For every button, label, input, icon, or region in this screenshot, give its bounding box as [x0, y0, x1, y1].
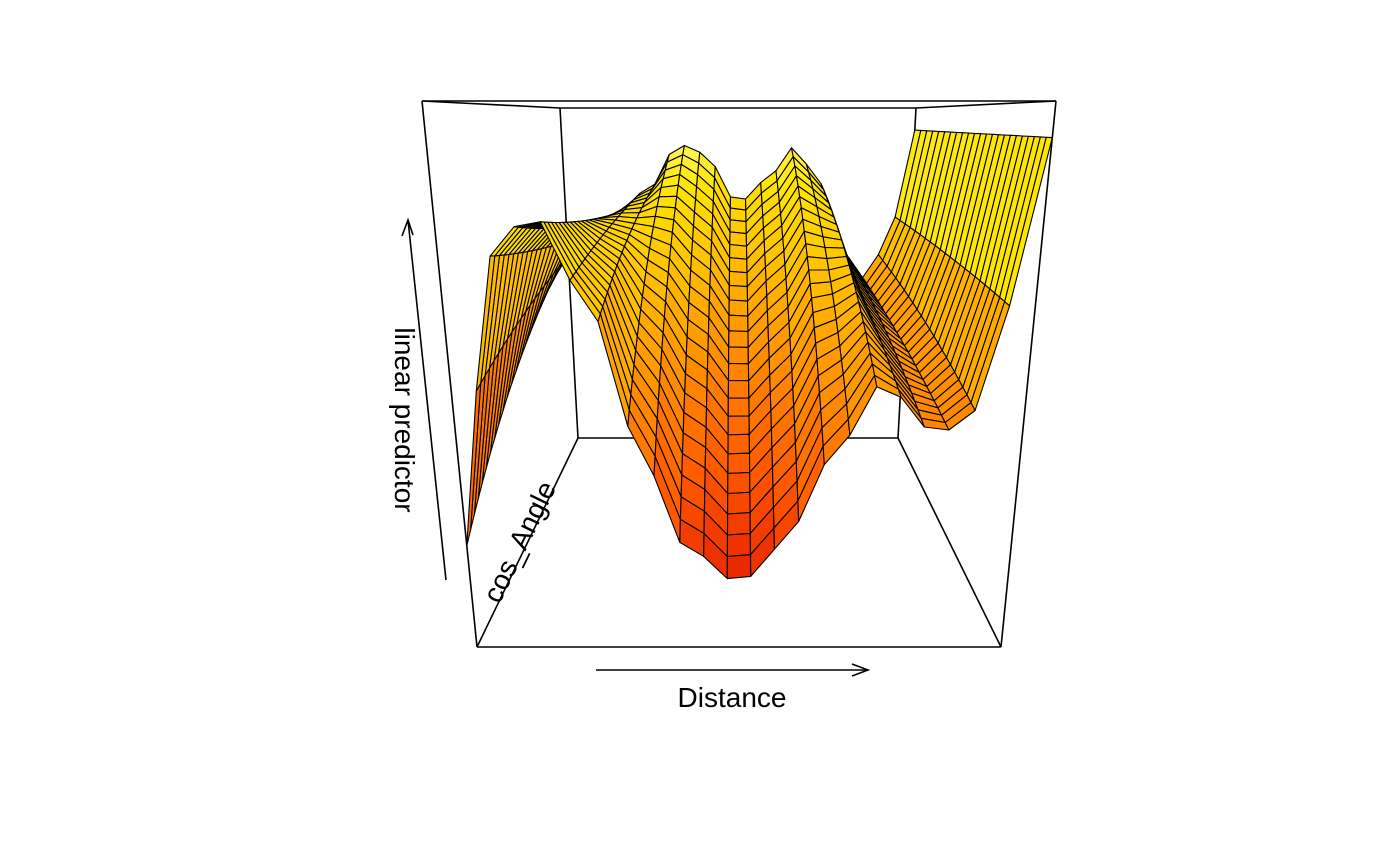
box-edge-front-left: [421, 100, 478, 648]
box-edge-front-right: [1000, 100, 1057, 648]
surface-facet: [728, 346, 749, 365]
surface-facet: [728, 330, 749, 348]
surface-facet: [806, 256, 830, 271]
surface-facet: [727, 379, 750, 399]
surface-facet: [727, 471, 751, 495]
surface-facet: [729, 243, 748, 260]
surface-facet: [728, 299, 749, 317]
x-axis-arrowhead: [851, 663, 871, 677]
y-axis-label: cos_Angle: [477, 476, 562, 607]
box-edge-top-left: [421, 100, 561, 109]
surface-facet: [728, 284, 749, 302]
surface-facet: [727, 491, 751, 515]
surface-facet: [729, 219, 747, 235]
surface-mesh: [466, 129, 1053, 580]
surface-facet: [726, 554, 752, 580]
z-axis-arrowhead: [401, 217, 414, 237]
surface-facet: [728, 257, 748, 274]
surface-facet: [727, 397, 750, 417]
surface-facet: [727, 362, 750, 382]
box-edge-floor-right: [897, 437, 1002, 648]
box-front-edges: [421, 100, 1057, 648]
axis-arrows: [401, 217, 871, 677]
surface-facet: [727, 415, 750, 436]
surface-facet: [727, 433, 751, 455]
surface-facet: [658, 184, 679, 198]
x-axis-label: Distance: [678, 682, 787, 713]
surface-facet: [1004, 136, 1053, 307]
z-axis-label: linear predictor: [389, 327, 420, 512]
surface-facet: [729, 231, 748, 247]
surface-facet: [726, 512, 751, 536]
z-axis-arrow: [407, 219, 447, 581]
box-edge-top-right: [915, 100, 1057, 109]
surface-facet: [727, 452, 751, 474]
box-edge-floor-left: [476, 437, 579, 648]
surface-facet: [728, 314, 749, 333]
surface-facet: [728, 270, 748, 288]
surface-facet: [726, 532, 752, 558]
